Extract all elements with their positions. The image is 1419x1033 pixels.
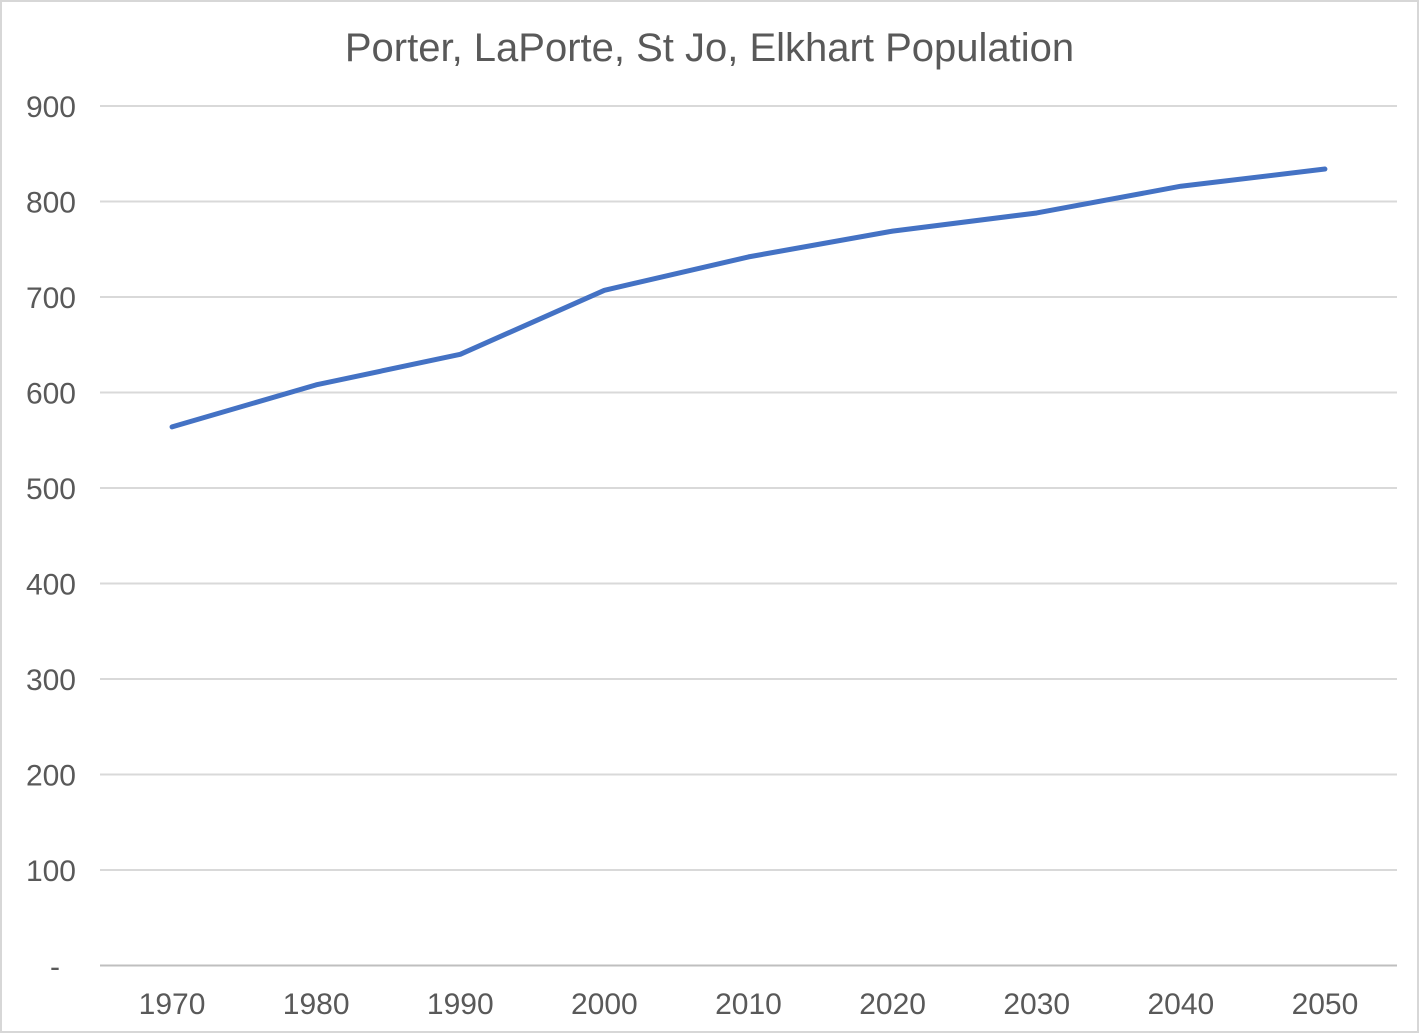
y-tick-label-700: 700 [26,282,76,315]
x-tick-label-2050: 2050 [1292,988,1359,1021]
x-tick-label-1980: 1980 [283,988,350,1021]
x-tick-label-2040: 2040 [1147,988,1214,1021]
y-tick-label-100: 100 [26,855,76,888]
y-tick-label-0: - [50,951,60,984]
y-tick-label-900: 900 [26,91,76,124]
y-tick-label-300: 300 [26,664,76,697]
series-line-0 [169,166,1328,430]
x-tick-label-1990: 1990 [427,988,494,1021]
y-tick-label-400: 400 [26,569,76,602]
y-tick-label-500: 500 [26,473,76,506]
x-tick-label-2020: 2020 [859,988,926,1021]
y-tick-label-800: 800 [26,187,76,220]
y-tick-label-600: 600 [26,378,76,411]
x-tick-label-2010: 2010 [715,988,782,1021]
x-tick-label-1970: 1970 [139,988,206,1021]
y-tick-label-200: 200 [26,760,76,793]
x-tick-label-2000: 2000 [571,988,638,1021]
x-tick-label-2030: 2030 [1003,988,1070,1021]
